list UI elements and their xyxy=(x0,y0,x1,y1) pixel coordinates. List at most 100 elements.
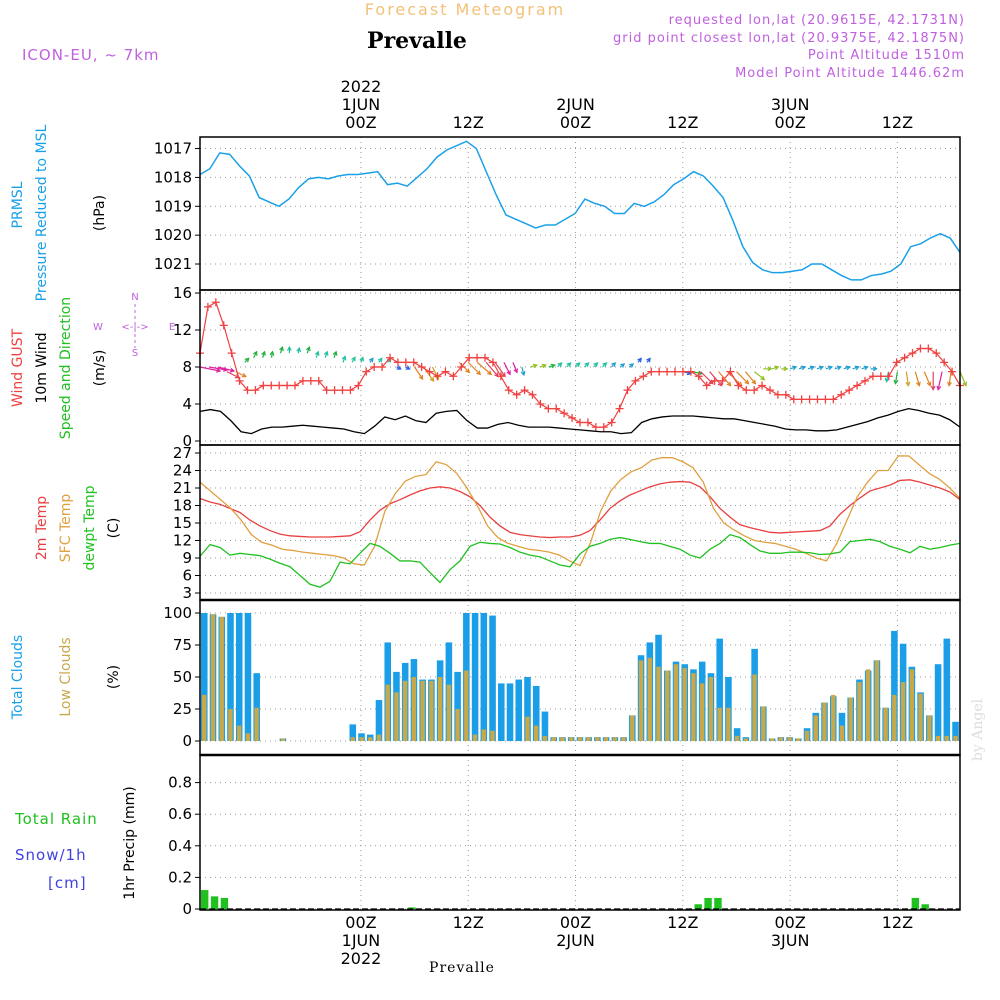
wind-arrow-head xyxy=(726,381,732,387)
gust-marker xyxy=(576,418,584,427)
low-cloud-bar xyxy=(228,709,233,741)
low-cloud-bar xyxy=(743,738,749,741)
rain-label: Total Rain xyxy=(14,810,98,828)
top-time-label: 3JUN xyxy=(771,95,810,114)
low-cloud-bar xyxy=(280,738,286,741)
wind-arrow-head xyxy=(513,368,519,374)
gust-marker xyxy=(457,363,466,371)
gust-marker xyxy=(678,367,687,376)
wind-arrow xyxy=(467,361,481,375)
wind-arrow-head xyxy=(501,372,506,378)
wind-arrow-head xyxy=(405,365,411,370)
low-cloud-bar xyxy=(953,735,958,741)
low-cloud-bar xyxy=(402,680,408,741)
gust-marker xyxy=(267,381,276,390)
low-cloud-bar xyxy=(236,725,242,741)
wind-arrow-head xyxy=(962,381,967,387)
bottom-time-label: 00Z xyxy=(560,913,591,932)
gust-marker xyxy=(465,353,474,362)
total-cloud-bar xyxy=(943,638,951,741)
point-altitude: Point Altitude 1510m xyxy=(808,48,965,63)
wind-gust-line xyxy=(199,301,961,428)
precip-bars xyxy=(201,890,929,909)
wind-arrow-head xyxy=(593,362,599,368)
wind-arrow xyxy=(217,366,235,372)
pressure-label: Pressure Reduced to MSL xyxy=(34,124,50,301)
gust-marker xyxy=(663,367,672,376)
gust-marker xyxy=(781,390,790,399)
wind-arrow xyxy=(905,371,909,386)
pressure-panel-frame xyxy=(199,136,961,291)
gust-marker xyxy=(876,372,885,381)
snow-label: Snow/1h xyxy=(15,846,87,864)
total-cloud-bar xyxy=(934,664,942,741)
wind-arrow-head xyxy=(520,370,526,377)
low-cloud-bar xyxy=(621,737,626,741)
prmsl-label: PRMSL xyxy=(10,181,26,228)
wind-arrow xyxy=(709,371,723,387)
low-cloud-bar xyxy=(883,707,888,741)
gust-marker xyxy=(338,386,347,395)
top-time-label: 2JUN xyxy=(556,95,595,114)
top-time-label: 00Z xyxy=(560,113,591,132)
bottom-time-label: 00Z xyxy=(774,913,805,932)
wind-arrow-head xyxy=(774,365,780,371)
wind-arrow-head xyxy=(637,357,642,363)
gust-marker xyxy=(805,395,814,404)
wind-arrow-head xyxy=(916,381,921,387)
footer-location: Prevalle xyxy=(429,960,495,976)
wind-arrow-head xyxy=(541,363,547,369)
low-cloud-bar xyxy=(577,737,583,741)
gust-marker xyxy=(726,367,735,376)
y-tick-label: 27 xyxy=(173,444,192,462)
top-time-label: 12Z xyxy=(667,113,698,132)
low-cloud-bar xyxy=(603,737,609,741)
low-cloud-bar xyxy=(918,693,923,741)
rain-bar xyxy=(704,897,712,909)
low-cloud-bar xyxy=(394,692,399,741)
total-cloud-bar xyxy=(244,613,252,741)
wind-arrow xyxy=(914,371,920,386)
wind-arrow-head xyxy=(792,365,798,371)
low-cloud-bar xyxy=(839,725,845,741)
gust-marker xyxy=(298,376,307,385)
wind-arrow-head xyxy=(620,363,626,368)
wind-arrow-head xyxy=(584,362,590,368)
wind-arrow-head xyxy=(429,376,435,383)
prmsl-line xyxy=(199,140,961,281)
wind-arrow-head xyxy=(760,375,766,381)
low-cloud-bar xyxy=(534,725,539,741)
pressure-unit: (hPa) xyxy=(92,195,108,231)
gust-marker xyxy=(647,367,656,376)
top-time-label: 2022 xyxy=(341,77,382,96)
low-cloud-bar xyxy=(202,694,207,741)
wind-arrow-head xyxy=(629,363,635,368)
wind-arrow-head xyxy=(893,379,899,385)
gust-marker xyxy=(607,418,616,427)
gust-marker xyxy=(773,390,782,399)
low-cloud-bar xyxy=(437,677,443,741)
low-cloud-bar xyxy=(900,682,906,741)
wind-arrow-head xyxy=(717,381,723,387)
wind-arrow-head xyxy=(305,345,311,352)
total-cloud-bar xyxy=(375,700,383,741)
gust-marker xyxy=(797,395,806,404)
wind-arrow xyxy=(937,371,943,390)
gust-marker xyxy=(346,386,355,395)
total-cloud-bar xyxy=(515,679,523,741)
wind-arrow-head xyxy=(229,367,236,373)
temp-sfc-line xyxy=(199,455,961,567)
gust-marker xyxy=(386,353,394,362)
gust-marker xyxy=(251,386,260,395)
gust-marker xyxy=(631,376,640,385)
low-cloud-bar xyxy=(551,737,556,741)
total-cloud-bar xyxy=(532,685,540,741)
wind-arrow-head xyxy=(216,367,222,373)
gust-marker xyxy=(932,349,941,358)
gust-marker xyxy=(235,376,244,385)
bottom-time-label: 12Z xyxy=(882,913,913,932)
y-tick-label: 0.4 xyxy=(168,837,192,855)
wind-arrow xyxy=(736,371,749,385)
low-cloud-bar xyxy=(455,709,460,741)
wind-arrow-head xyxy=(269,350,275,356)
